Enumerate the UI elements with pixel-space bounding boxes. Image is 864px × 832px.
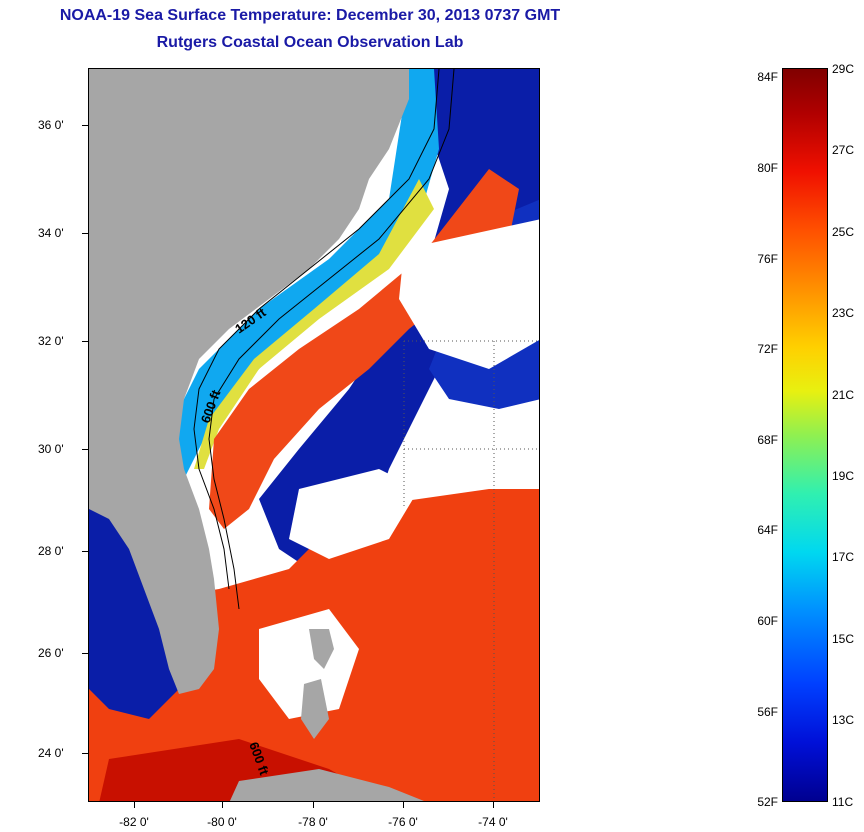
colorbar-label-c: 23C <box>832 306 855 320</box>
colorbar-label-f: 80F <box>757 161 778 175</box>
colorbar-label-f: 72F <box>757 342 778 356</box>
lon-tick <box>222 802 223 808</box>
colorbar-label-c: 25C <box>832 225 855 239</box>
colorbar-label-c: 15C <box>832 632 855 646</box>
colorbar-label-c: 17C <box>832 550 855 564</box>
colorbar-label-f: 76F <box>757 252 778 266</box>
isobath-600ft <box>208 69 455 610</box>
lon-label-74: -74 0' <box>478 815 508 829</box>
sst-map[interactable]: 120 ft 600 ft 600 ft <box>88 68 540 802</box>
lat-tick <box>82 233 88 234</box>
colorbar-label-c: 11C <box>832 795 854 809</box>
colorbar-label-c: 19C <box>832 469 855 483</box>
lon-label-80: -80 0' <box>207 815 237 829</box>
colorbar-label-f: 56F <box>757 705 778 719</box>
land-bahamas <box>309 629 334 669</box>
colorbar-label-f: 84F <box>757 70 778 84</box>
grid-lines <box>403 340 539 801</box>
colorbar-label-f: 64F <box>757 523 778 537</box>
cloud-patch-east <box>399 219 539 369</box>
isobath-120ft <box>193 69 440 590</box>
lon-label-76: -76 0' <box>388 815 418 829</box>
lat-tick <box>82 551 88 552</box>
lat-tick <box>82 653 88 654</box>
land-us-coast <box>89 69 409 694</box>
lon-tick <box>134 802 135 808</box>
map-subtitle: Rutgers Coastal Ocean Observation Lab <box>156 34 464 51</box>
colorbar-label-c: 13C <box>832 713 855 727</box>
land-andros <box>301 679 329 739</box>
lon-label-78: -78 0' <box>298 815 328 829</box>
lat-label-26: 26 0' <box>38 646 64 660</box>
colorbar-label-f: 68F <box>757 433 778 447</box>
temperature-colorbar <box>782 68 828 802</box>
lon-tick <box>493 802 494 808</box>
coastal-yellow-band <box>194 179 434 469</box>
colorbar-label-f: 52F <box>757 795 778 809</box>
lat-tick <box>82 341 88 342</box>
sst-map-canvas: 120 ft 600 ft 600 ft <box>89 69 539 801</box>
cloud-patch-bahamas <box>259 609 359 719</box>
lat-tick <box>82 449 88 450</box>
lat-label-24: 24 0' <box>38 746 64 760</box>
land-cuba <box>229 769 424 801</box>
lat-label-34: 34 0' <box>38 226 64 240</box>
lat-tick <box>82 125 88 126</box>
colorbar-label-c: 29C <box>832 62 855 76</box>
map-title: NOAA-19 Sea Surface Temperature: Decembe… <box>59 7 561 24</box>
colorbar-label-f: 60F <box>757 614 778 628</box>
lon-label-82: -82 0' <box>119 815 149 829</box>
lat-label-36: 36 0' <box>38 118 64 132</box>
cloud-patch-south <box>289 469 419 559</box>
lat-label-32: 32 0' <box>38 334 64 348</box>
lat-label-30: 30 0' <box>38 442 64 456</box>
colorbar-label-c: 21C <box>832 388 855 402</box>
lat-label-28: 28 0' <box>38 544 64 558</box>
colorbar-label-c: 27C <box>832 143 855 157</box>
lon-tick <box>403 802 404 808</box>
lat-tick <box>82 753 88 754</box>
gulf-cold-water <box>89 489 179 719</box>
lon-tick <box>313 802 314 808</box>
